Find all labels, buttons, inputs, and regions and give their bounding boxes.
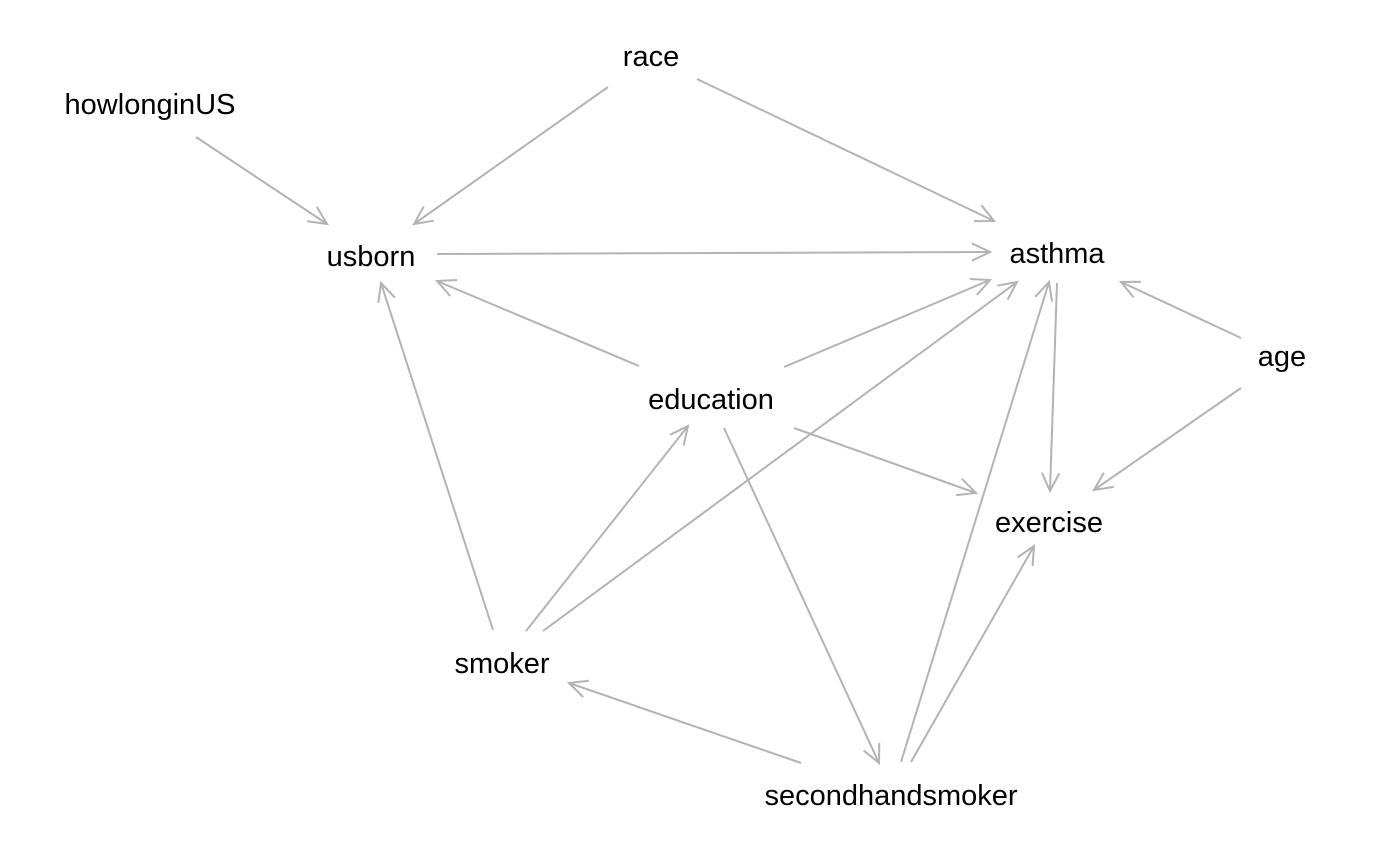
node-howlonginUS: howlonginUS (65, 89, 236, 121)
edge-education-to-exercise (793, 427, 979, 497)
arrowhead-icon (1092, 472, 1114, 492)
edge-age-to-exercise (1092, 387, 1242, 492)
arrowhead-icon (969, 278, 993, 296)
node-asthma: asthma (1009, 238, 1105, 270)
edge-asthma-to-exercise (1040, 282, 1061, 494)
edge-education-to-asthma (783, 278, 993, 368)
arrowhead-icon (307, 206, 329, 226)
node-smoker: smoker (454, 648, 549, 680)
node-usborn: usborn (327, 241, 416, 273)
arrowhead-icon (971, 242, 993, 262)
edge-education-to-secondhandsmoker (723, 427, 881, 766)
arrowhead-icon (1118, 280, 1142, 299)
arrowhead-icon (1034, 279, 1053, 302)
edge-race-to-usborn (412, 86, 609, 226)
nodes-layer: race howlonginUS usborn asthma age educa… (65, 41, 1307, 812)
edge-secondhandsmoker-to-smoker (566, 679, 802, 764)
edges-layer (195, 78, 1242, 766)
edge-usborn-to-asthma (436, 242, 993, 262)
edge-line (413, 86, 609, 225)
edge-line (1120, 281, 1242, 339)
edge-smoker-to-usborn (377, 280, 494, 631)
edge-line (195, 136, 328, 225)
edge-howlonginUS-to-usborn (195, 136, 329, 226)
edge-age-to-asthma (1118, 280, 1242, 339)
edge-line (696, 78, 995, 222)
arrowhead-icon (412, 206, 434, 226)
node-race: race (623, 41, 679, 73)
edge-line (793, 427, 977, 494)
edge-line (542, 281, 1018, 632)
arrowhead-icon (862, 742, 881, 766)
node-secondhandsmoker: secondhandsmoker (764, 780, 1017, 812)
arrowhead-icon (1016, 543, 1036, 567)
node-exercise: exercise (995, 507, 1103, 539)
edge-race-to-asthma (696, 78, 997, 223)
node-age: age (1258, 341, 1306, 373)
arrowhead-icon (669, 424, 690, 446)
edge-line (380, 282, 494, 631)
edge-secondhandsmoker-to-exercise (910, 543, 1036, 763)
edge-line (1049, 282, 1058, 492)
edge-smoker-to-asthma (542, 280, 1019, 632)
arrowhead-icon (1040, 472, 1061, 494)
edge-line (525, 425, 689, 632)
edge-education-to-usborn (434, 279, 640, 367)
edge-line (436, 251, 991, 255)
edge-line (436, 280, 640, 367)
edge-smoker-to-education (525, 424, 690, 632)
edge-line (910, 545, 1035, 763)
edge-line (783, 279, 991, 368)
edge-line (568, 682, 802, 764)
edge-line (900, 281, 1050, 763)
arrowhead-icon (997, 280, 1019, 301)
node-education: education (648, 384, 774, 416)
arrowhead-icon (955, 478, 979, 497)
arrowhead-icon (377, 280, 396, 303)
edge-secondhandsmoker-to-asthma (900, 279, 1053, 763)
edge-line (723, 427, 880, 764)
edge-line (1093, 387, 1242, 491)
arrowhead-icon (566, 679, 590, 698)
arrowhead-icon (973, 204, 997, 223)
arrowhead-icon (434, 279, 458, 297)
